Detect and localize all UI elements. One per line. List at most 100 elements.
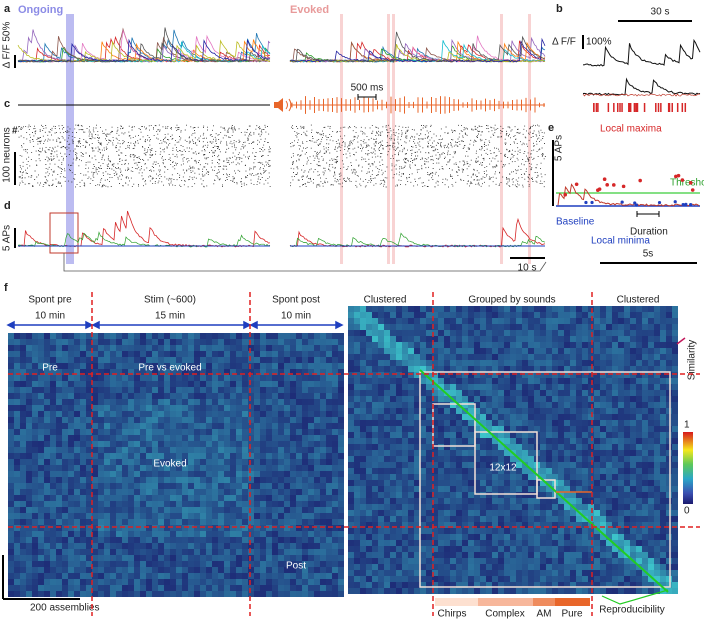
heatmap-cell xyxy=(498,360,504,366)
heatmap-cell xyxy=(176,585,182,591)
heatmap-cell xyxy=(56,399,62,405)
heatmap-cell xyxy=(248,585,254,591)
heatmap-cell xyxy=(32,393,38,399)
heatmap-cell xyxy=(618,402,624,408)
heatmap-cell xyxy=(486,444,492,450)
heatmap-cell xyxy=(426,570,432,576)
heatmap-cell xyxy=(366,342,372,348)
heatmap-cell xyxy=(254,423,260,429)
heatmap-cell xyxy=(110,471,116,477)
heatmap-cell xyxy=(290,447,296,453)
heatmap-cell xyxy=(432,498,438,504)
heatmap-cell xyxy=(648,348,654,354)
heatmap-cell xyxy=(224,381,230,387)
heatmap-cell xyxy=(104,357,110,363)
heatmap-cell xyxy=(600,570,606,576)
heatmap-cell xyxy=(516,390,522,396)
heatmap-cell xyxy=(468,408,474,414)
heatmap-cell xyxy=(116,345,122,351)
heatmap-cell xyxy=(50,561,56,567)
heatmap-cell xyxy=(432,546,438,552)
heatmap-cell xyxy=(260,531,266,537)
heatmap-cell xyxy=(624,468,630,474)
heatmap-cell xyxy=(534,582,540,588)
heatmap-cell xyxy=(224,525,230,531)
heatmap-cell xyxy=(332,561,338,567)
heatmap-cell xyxy=(218,417,224,423)
heatmap-cell xyxy=(396,366,402,372)
heatmap-cell xyxy=(254,441,260,447)
heatmap-cell xyxy=(420,402,426,408)
heatmap-cell xyxy=(32,531,38,537)
heatmap-cell xyxy=(278,351,284,357)
heatmap-cell xyxy=(26,543,32,549)
heatmap-cell xyxy=(426,426,432,432)
heatmap-cell xyxy=(384,438,390,444)
heatmap-cell xyxy=(486,426,492,432)
heatmap-cell xyxy=(402,522,408,528)
heatmap-cell xyxy=(224,585,230,591)
heatmap-cell xyxy=(242,501,248,507)
heatmap-cell xyxy=(98,531,104,537)
heatmap-cell xyxy=(486,522,492,528)
heatmap-cell xyxy=(636,312,642,318)
heatmap-cell xyxy=(8,441,14,447)
heatmap-cell xyxy=(522,492,528,498)
heatmap-cell xyxy=(236,531,242,537)
evoked-band xyxy=(387,14,390,264)
heatmap-cell xyxy=(182,459,188,465)
heatmap-cell xyxy=(296,333,302,339)
heatmap-cell xyxy=(242,483,248,489)
heatmap-cell xyxy=(230,339,236,345)
heatmap-cell xyxy=(420,414,426,420)
heatmap-cell xyxy=(396,360,402,366)
heatmap-cell xyxy=(498,390,504,396)
heatmap-cell xyxy=(320,477,326,483)
heatmap-cell xyxy=(618,336,624,342)
heatmap-cell xyxy=(242,585,248,591)
heatmap-cell xyxy=(480,396,486,402)
heatmap-cell xyxy=(104,369,110,375)
heatmap-cell xyxy=(272,423,278,429)
heatmap-cell xyxy=(468,372,474,378)
heatmap-cell xyxy=(636,486,642,492)
heatmap-cell xyxy=(528,324,534,330)
heatmap-cell xyxy=(182,333,188,339)
heatmap-cell xyxy=(68,537,74,543)
heatmap-cell xyxy=(92,399,98,405)
heatmap-cell xyxy=(528,402,534,408)
heatmap-cell xyxy=(200,381,206,387)
heatmap-cell xyxy=(38,459,44,465)
heatmap-cell xyxy=(438,432,444,438)
heatmap-cell xyxy=(122,333,128,339)
heatmap-cell xyxy=(320,447,326,453)
heatmap-cell xyxy=(360,588,366,594)
heatmap-cell xyxy=(474,450,480,456)
heatmap-cell xyxy=(630,324,636,330)
heatmap-cell xyxy=(426,516,432,522)
heatmap-cell xyxy=(44,447,50,453)
heatmap-cell xyxy=(510,516,516,522)
heatmap-cell xyxy=(594,540,600,546)
heatmap-cell xyxy=(576,444,582,450)
heatmap-cell xyxy=(44,411,50,417)
heatmap-cell xyxy=(110,453,116,459)
heatmap-cell xyxy=(62,501,68,507)
heatmap-cell xyxy=(648,378,654,384)
heatmap-cell xyxy=(272,369,278,375)
heatmap-cell xyxy=(242,489,248,495)
heatmap-cell xyxy=(152,555,158,561)
heatmap-cell xyxy=(654,486,660,492)
heatmap-cell xyxy=(218,525,224,531)
heatmap-cell xyxy=(348,432,354,438)
heatmap-cell xyxy=(408,570,414,576)
heatmap-cell xyxy=(396,372,402,378)
heatmap-cell xyxy=(140,387,146,393)
heatmap-cell xyxy=(444,420,450,426)
heatmap-cell xyxy=(80,585,86,591)
heatmap-cell xyxy=(32,405,38,411)
heatmap-cell xyxy=(44,525,50,531)
heatmap-cell xyxy=(284,393,290,399)
heatmap-cell xyxy=(366,420,372,426)
heatmap-cell xyxy=(254,381,260,387)
